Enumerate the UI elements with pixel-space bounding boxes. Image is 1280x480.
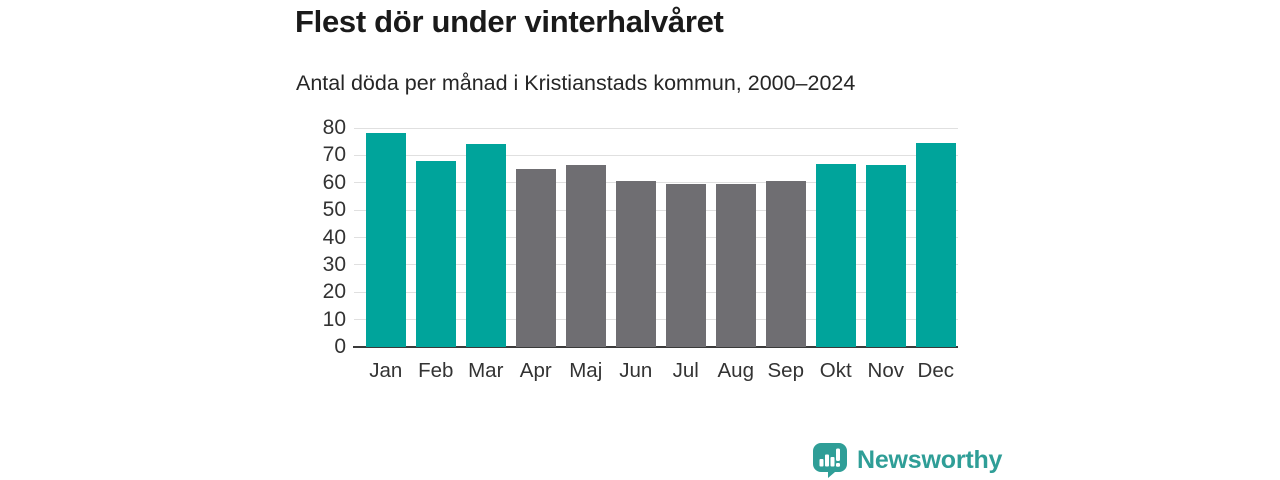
bar-jan: [366, 133, 406, 347]
y-tick-label-60: 60: [322, 170, 346, 194]
y-tick-label-70: 70: [322, 143, 346, 167]
y-tick-label-80: 80: [322, 116, 346, 139]
x-tick-label-maj: Maj: [569, 359, 603, 382]
y-tick-label-20: 20: [322, 280, 346, 304]
x-tick-label-nov: Nov: [867, 359, 904, 382]
bar-feb: [416, 160, 456, 347]
y-tick-label-30: 30: [322, 252, 346, 276]
chart-title: Flest dör under vinterhalvåret: [295, 4, 724, 39]
x-tick-label-aug: Aug: [717, 359, 754, 382]
x-tick-label-dec: Dec: [917, 359, 954, 382]
y-tick-label-0: 0: [334, 335, 346, 358]
bar-sep: [766, 181, 806, 347]
bar-nov: [866, 164, 906, 347]
chart-subtitle: Antal döda per månad i Kristianstads kom…: [296, 71, 856, 95]
gridline-y-50: [354, 209, 958, 211]
x-tick-label-feb: Feb: [418, 359, 454, 382]
y-tick-label-10: 10: [322, 307, 346, 331]
gridline-y-40: [354, 237, 958, 238]
bar-okt: [816, 163, 856, 347]
bar-dec: [916, 143, 956, 347]
x-axis-line: [353, 346, 958, 348]
gridline-y-80: [354, 127, 958, 129]
newsworthy-logo: Newsworthy: [812, 442, 1002, 478]
y-tick-label-50: 50: [322, 198, 346, 222]
brand-name: Newsworthy: [857, 445, 1003, 474]
bar-jul: [666, 184, 706, 347]
bar-apr: [516, 169, 556, 347]
gridline-y-60: [354, 182, 958, 184]
bar-mar: [466, 144, 506, 347]
gridline-y-30: [354, 264, 958, 266]
x-tick-label-jun: Jun: [619, 359, 653, 382]
x-tick-label-apr: Apr: [519, 359, 552, 382]
y-tick-label-40: 40: [322, 225, 346, 249]
y-axis-tick-labels: 0 10 20 30 40 50 60 70 80: [270, 117, 346, 358]
gridline-y-70: [354, 154, 958, 156]
gridline-y-10: [354, 319, 958, 321]
bar-maj: [566, 164, 606, 347]
newsworthy-logo-icon: [812, 442, 848, 478]
gridline-y-20: [354, 291, 958, 293]
x-tick-label-okt: Okt: [819, 359, 852, 382]
x-tick-label-jul: Jul: [672, 359, 699, 382]
x-tick-label-mar: Mar: [468, 359, 504, 382]
x-tick-label-jan: Jan: [369, 359, 403, 382]
bar-jun: [616, 181, 656, 347]
x-tick-label-sep: Sep: [767, 359, 804, 382]
bar-aug: [716, 184, 756, 347]
plot-area: Jan Feb Mar Apr Maj Jun Jul Aug Sep Okt Nov Dec: [353, 127, 958, 382]
